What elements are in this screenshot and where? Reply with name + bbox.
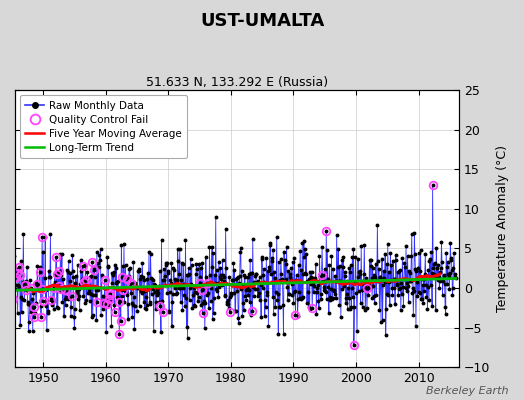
Text: UST-UMALTA: UST-UMALTA	[200, 12, 324, 30]
Text: Berkeley Earth: Berkeley Earth	[426, 386, 508, 396]
Title: 51.633 N, 133.292 E (Russia): 51.633 N, 133.292 E (Russia)	[146, 76, 328, 89]
Y-axis label: Temperature Anomaly (°C): Temperature Anomaly (°C)	[496, 145, 509, 312]
Legend: Raw Monthly Data, Quality Control Fail, Five Year Moving Average, Long-Term Tren: Raw Monthly Data, Quality Control Fail, …	[20, 95, 188, 158]
